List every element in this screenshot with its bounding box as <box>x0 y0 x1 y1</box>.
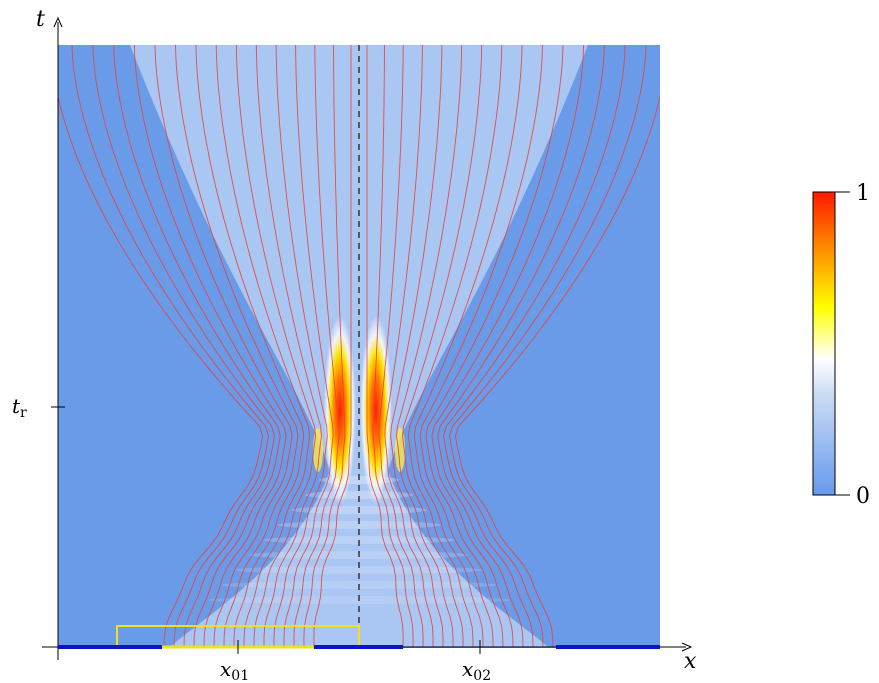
hotspot-right <box>360 315 392 505</box>
trajectory-right-5 <box>390 45 444 647</box>
axes <box>42 16 693 660</box>
trajectory-left-1 <box>313 45 352 648</box>
colorbar-label-max: 1 <box>856 181 870 206</box>
trajectory-left-13 <box>113 45 281 648</box>
trajectory-right-1 <box>366 45 404 648</box>
fringe-ripple <box>277 521 441 529</box>
trajectory-left-16 <box>58 94 264 648</box>
trajectory-left-14 <box>92 45 275 648</box>
heatmap-field <box>58 45 660 648</box>
trajectory-right-7 <box>402 45 483 647</box>
trajectory-right-15 <box>449 45 647 648</box>
trajectory-left-4 <box>283 45 334 647</box>
trajectory-right-16 <box>454 94 660 648</box>
trajectory-right-4 <box>384 45 434 647</box>
colorbar-gradient <box>812 191 836 496</box>
trajectory-right-14 <box>443 45 626 648</box>
x-tick-label-x01: x01 <box>220 657 249 683</box>
trajectory-left-10 <box>175 45 299 648</box>
colorbar: 1 0 <box>812 181 870 509</box>
trajectory-left-11 <box>154 45 293 648</box>
colorbar-label-min: 0 <box>856 484 870 509</box>
x-axis-arrow <box>681 642 693 652</box>
trajectory-right-11 <box>425 45 564 648</box>
x-tick-label-x02: x02 <box>462 657 491 683</box>
y-axis-arrow <box>53 16 63 28</box>
x-axis-label: x <box>684 649 697 674</box>
trajectory-right-8 <box>407 45 503 648</box>
trajectory-right-13 <box>437 45 605 648</box>
trajectory-right-2 <box>372 45 414 648</box>
trajectory-left-15 <box>71 45 269 648</box>
trajectory-left-3 <box>293 45 340 647</box>
trajectory-left-12 <box>133 45 287 648</box>
trajectory-left-5 <box>273 45 328 647</box>
trajectory-right-3 <box>378 45 424 648</box>
trajectory-left-6 <box>255 45 322 647</box>
trajectory-right-9 <box>413 45 523 648</box>
y-axis-label: t <box>36 7 45 32</box>
trajectory-right-6 <box>396 45 463 647</box>
slit-box <box>116 625 360 645</box>
trajectory-left-7 <box>235 45 316 648</box>
trajectory-right-12 <box>431 45 585 648</box>
fringe-ripple <box>305 491 413 499</box>
trajectory-right-10 <box>419 45 543 648</box>
trajectory-left-2 <box>303 45 346 648</box>
trajectory-left-9 <box>195 45 305 648</box>
y-tick-label-tr: tr <box>12 394 27 421</box>
trajectory-left-8 <box>215 45 311 648</box>
bohmian-trajectories <box>58 45 660 648</box>
